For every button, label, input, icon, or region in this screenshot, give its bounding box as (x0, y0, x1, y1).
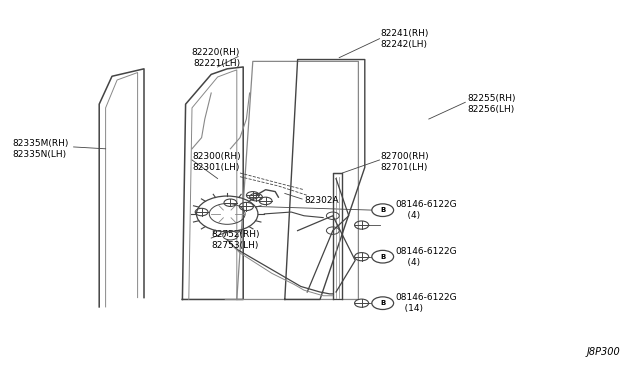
Text: 82700(RH)
82701(LH): 82700(RH) 82701(LH) (381, 152, 429, 172)
Text: B: B (380, 254, 385, 260)
Text: 82255(RH)
82256(LH): 82255(RH) 82256(LH) (467, 94, 516, 114)
Text: 82752(RH)
82753(LH): 82752(RH) 82753(LH) (211, 230, 260, 250)
Circle shape (372, 250, 394, 263)
Text: B: B (380, 300, 385, 306)
Text: 08146-6122G
   (14): 08146-6122G (14) (396, 293, 457, 313)
Text: B: B (380, 207, 385, 213)
Text: 82241(RH)
82242(LH): 82241(RH) 82242(LH) (381, 29, 429, 49)
Text: 08146-6122G
    (4): 08146-6122G (4) (396, 247, 457, 267)
Text: 82220(RH)
82221(LH): 82220(RH) 82221(LH) (191, 48, 240, 68)
Text: 82302A: 82302A (304, 196, 339, 205)
Text: 08146-6122G
    (4): 08146-6122G (4) (396, 200, 457, 220)
Circle shape (372, 204, 394, 217)
Text: 82300(RH)
82301(LH): 82300(RH) 82301(LH) (192, 152, 241, 172)
Text: 82335M(RH)
82335N(LH): 82335M(RH) 82335N(LH) (13, 139, 69, 159)
Circle shape (372, 297, 394, 310)
Text: J8P300: J8P300 (587, 347, 621, 357)
